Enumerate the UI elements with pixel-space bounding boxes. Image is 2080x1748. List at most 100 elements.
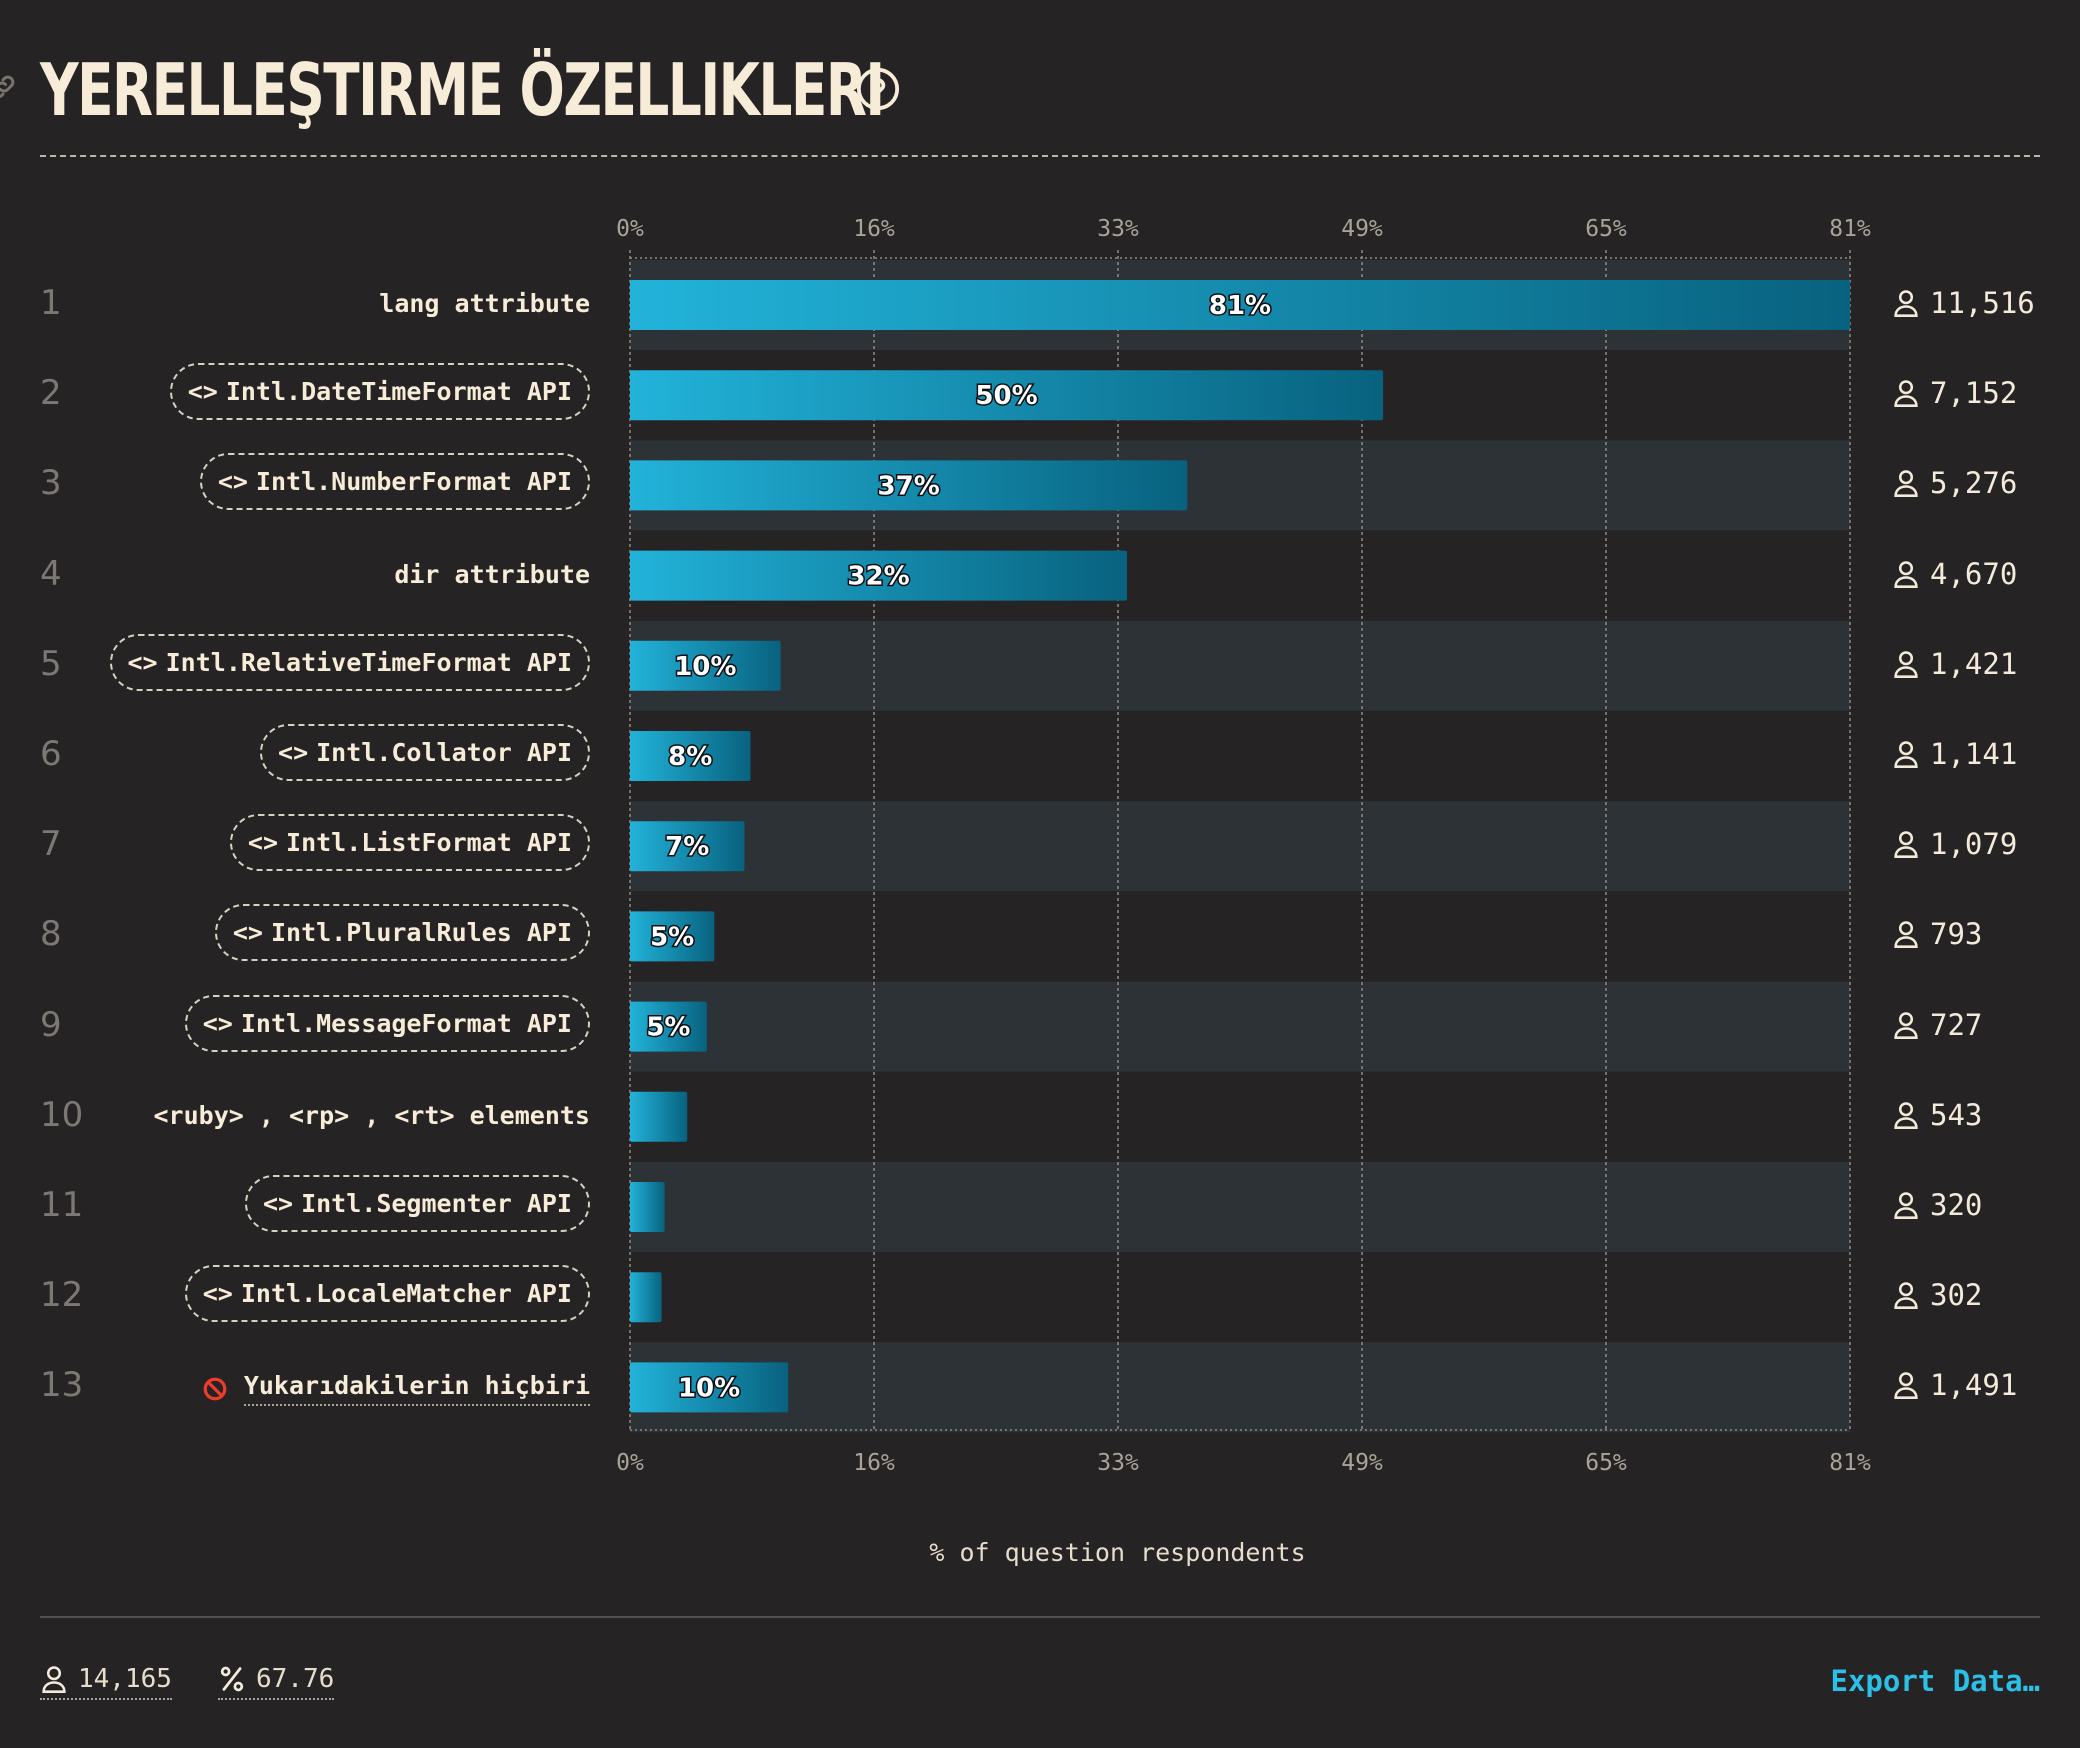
bar-value-label: 50% [975, 381, 1037, 411]
export-data-button[interactable]: Export Data… [1830, 1664, 2040, 1698]
feature-pill[interactable]: <> Intl.NumberFormat API [199, 453, 590, 511]
feature-pill[interactable]: <> Intl.Collator API [260, 724, 590, 781]
x-tick-label: 33% [1097, 1450, 1139, 1476]
user-icon [42, 1666, 66, 1693]
respondent-count: 11,516 [1892, 286, 2035, 320]
respondent-count-value: 5,276 [1930, 466, 2018, 501]
bar-value-label: 81% [1209, 291, 1271, 321]
feature-pill[interactable]: <> Intl.MessageFormat API [184, 994, 590, 1052]
page-title: YERELLEŞTIRME ÖZELLIKLERI [40, 48, 885, 132]
bar [630, 1362, 789, 1413]
x-tick-label: 16% [853, 216, 895, 242]
code-brackets-icon: <> [247, 828, 279, 858]
user-icon [1894, 1192, 1918, 1219]
row-rank: 2 [40, 373, 62, 414]
bar-value-label: 8% [668, 742, 712, 772]
feature-label-text: Intl.Collator API [316, 738, 572, 767]
row-band [630, 981, 1850, 1072]
x-tick-label: 49% [1341, 1450, 1383, 1476]
user-icon [1894, 290, 1918, 317]
code-brackets-icon: <> [278, 738, 309, 767]
bar [630, 370, 1384, 421]
user-icon [1894, 380, 1918, 408]
feature-pill[interactable]: <> Intl.RelativeTimeFormat API [109, 633, 590, 691]
user-icon [1894, 650, 1918, 678]
code-brackets-icon: <> [187, 377, 218, 407]
respondent-count: 793 [1892, 917, 1982, 951]
row-rank: 4 [40, 553, 62, 594]
respondent-count-value: 302 [1930, 1278, 1983, 1313]
bar [630, 550, 1128, 601]
feature-label-text: Intl.MessageFormat API [240, 1008, 572, 1038]
respondent-count-value: 7,152 [1930, 376, 2018, 411]
bar [630, 1001, 707, 1052]
feature-label-text: Intl.Segmenter API [301, 1189, 572, 1218]
respondent-count-value: 1,141 [1930, 737, 2018, 771]
feature-pill[interactable]: <> Intl.ListFormat API [229, 814, 590, 872]
help-circle-icon[interactable] [855, 66, 901, 112]
code-brackets-icon: <> [217, 467, 248, 497]
respondent-count: 320 [1892, 1188, 1982, 1222]
respondents-stat[interactable]: 14,165 [40, 1664, 172, 1700]
feature-label-text: dir attribute [394, 559, 590, 589]
row-rank: 10 [40, 1094, 84, 1135]
bar-value-label: 5% [646, 1013, 690, 1043]
user-icon [1894, 470, 1918, 498]
link-icon[interactable] [0, 72, 18, 102]
x-tick-label: 81% [1829, 1450, 1871, 1476]
feature-label-text: Intl.RelativeTimeFormat API [165, 647, 572, 677]
row-rank: 1 [40, 283, 62, 323]
feature-pill[interactable]: <> Intl.DateTimeFormat API [169, 363, 590, 421]
feature-label[interactable]: Yukarıdakilerin hiçbiri [202, 1371, 590, 1407]
respondent-count-value: 320 [1930, 1188, 1983, 1222]
bar-value-label: 37% [878, 471, 940, 501]
respondent-count: 302 [1892, 1278, 1982, 1312]
respondent-count-value: 11,516 [1930, 286, 2035, 320]
x-tick-label: 65% [1585, 1450, 1627, 1476]
row-rank: 11 [40, 1185, 84, 1225]
bar [630, 911, 715, 962]
ban-icon [203, 1377, 227, 1401]
user-icon [1894, 741, 1918, 768]
row-band [630, 620, 1850, 711]
percent-stat[interactable]: 67.76 [218, 1664, 335, 1700]
code-brackets-icon: <> [202, 1008, 233, 1038]
x-tick-label: 65% [1585, 216, 1627, 242]
row-rank: 3 [40, 463, 62, 504]
feature-label-text: Intl.ListFormat API [286, 828, 572, 858]
x-tick-label: 0% [616, 1450, 644, 1476]
bar [630, 1091, 688, 1142]
respondent-count: 1,141 [1892, 737, 2017, 771]
row-band [630, 801, 1850, 892]
respondent-count: 4,670 [1892, 557, 2017, 591]
respondent-count: 727 [1892, 1008, 1982, 1042]
feature-pill[interactable]: <> Intl.Segmenter API [244, 1175, 590, 1232]
bar-chart: 81% 50% 37% 32% 10% 8% 7% 5% 5% 10% [629, 250, 1851, 1433]
feature-label-text: Intl.NumberFormat API [255, 467, 572, 497]
feature-pill[interactable]: <> Intl.LocaleMatcher API [184, 1265, 590, 1323]
respondent-count-value: 1,421 [1930, 646, 2018, 681]
bar-value-label: 5% [650, 922, 694, 952]
bar-value-label: 10% [678, 1373, 740, 1403]
x-tick-label: 33% [1097, 216, 1139, 242]
user-icon [1894, 560, 1918, 588]
feature-pill[interactable]: <> Intl.PluralRules API [214, 904, 590, 962]
bar-value-label: 10% [674, 652, 736, 682]
feature-label-text: Intl.DateTimeFormat API [225, 377, 572, 407]
bar [630, 460, 1188, 511]
x-axis-title: % of question respondents [929, 1538, 1306, 1567]
respondent-count-value: 1,079 [1930, 827, 2018, 862]
percent-value: 67.76 [256, 1664, 335, 1694]
feature-label-text: Yukarıdakilerin hiçbiri [243, 1371, 590, 1407]
bar [630, 1272, 662, 1323]
bar [630, 280, 1850, 330]
respondents-count: 14,165 [78, 1664, 172, 1694]
user-icon [1894, 831, 1918, 859]
bar-value-label: 7% [665, 832, 709, 862]
respondent-count: 1,421 [1892, 647, 2017, 681]
feature-label-text: <ruby> , <rp> , <rt> elements [153, 1100, 591, 1130]
row-band [630, 1162, 1850, 1252]
respondent-count-value: 793 [1930, 917, 1983, 952]
bar-value-label: 32% [847, 562, 909, 592]
feature-label: <ruby> , <rp> , <rt> elements [154, 1101, 591, 1130]
